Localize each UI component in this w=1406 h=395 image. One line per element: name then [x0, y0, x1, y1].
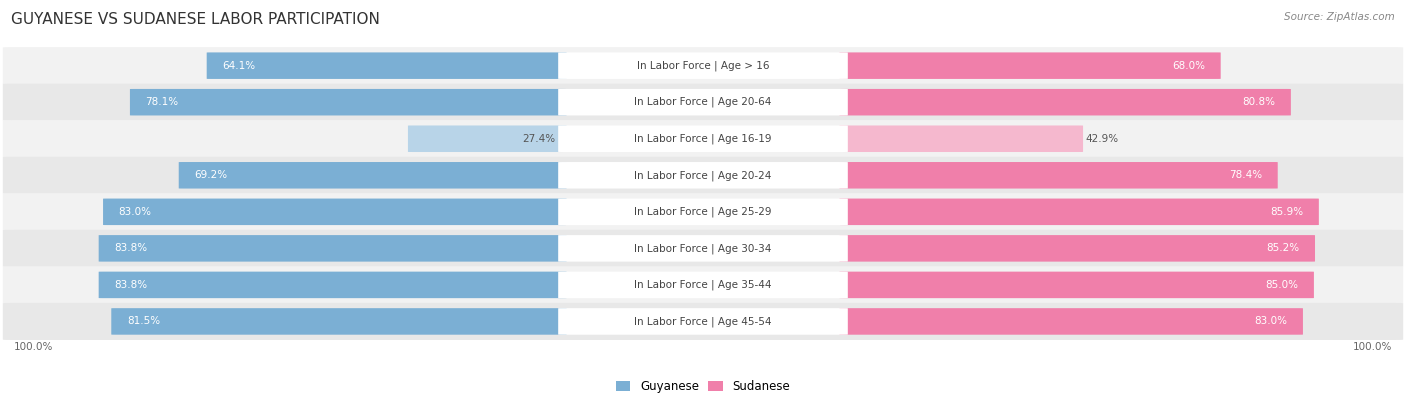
FancyBboxPatch shape: [3, 120, 1403, 157]
FancyBboxPatch shape: [103, 199, 567, 225]
FancyBboxPatch shape: [179, 162, 567, 188]
Text: 100.0%: 100.0%: [1353, 342, 1392, 352]
FancyBboxPatch shape: [3, 303, 1403, 340]
Text: Source: ZipAtlas.com: Source: ZipAtlas.com: [1284, 12, 1395, 22]
FancyBboxPatch shape: [839, 89, 1291, 115]
Text: 81.5%: 81.5%: [127, 316, 160, 326]
FancyBboxPatch shape: [111, 308, 567, 335]
FancyBboxPatch shape: [558, 126, 848, 152]
FancyBboxPatch shape: [839, 272, 1313, 298]
FancyBboxPatch shape: [558, 53, 848, 79]
Text: In Labor Force | Age > 16: In Labor Force | Age > 16: [637, 60, 769, 71]
Text: 85.9%: 85.9%: [1270, 207, 1303, 217]
FancyBboxPatch shape: [558, 272, 848, 298]
Text: In Labor Force | Age 45-54: In Labor Force | Age 45-54: [634, 316, 772, 327]
Text: 68.0%: 68.0%: [1173, 61, 1205, 71]
FancyBboxPatch shape: [98, 235, 567, 261]
FancyBboxPatch shape: [3, 230, 1403, 267]
Text: 83.8%: 83.8%: [114, 280, 148, 290]
FancyBboxPatch shape: [3, 157, 1403, 194]
Text: 80.8%: 80.8%: [1243, 97, 1275, 107]
FancyBboxPatch shape: [408, 126, 567, 152]
Text: In Labor Force | Age 20-24: In Labor Force | Age 20-24: [634, 170, 772, 181]
FancyBboxPatch shape: [98, 272, 567, 298]
Text: 64.1%: 64.1%: [222, 61, 256, 71]
FancyBboxPatch shape: [558, 235, 848, 261]
FancyBboxPatch shape: [129, 89, 567, 115]
Text: In Labor Force | Age 16-19: In Labor Force | Age 16-19: [634, 134, 772, 144]
FancyBboxPatch shape: [558, 308, 848, 335]
FancyBboxPatch shape: [839, 162, 1278, 188]
FancyBboxPatch shape: [3, 84, 1403, 121]
FancyBboxPatch shape: [839, 199, 1319, 225]
FancyBboxPatch shape: [3, 47, 1403, 84]
Text: 83.0%: 83.0%: [1254, 316, 1288, 326]
Text: 100.0%: 100.0%: [14, 342, 53, 352]
FancyBboxPatch shape: [3, 193, 1403, 230]
Text: 85.0%: 85.0%: [1265, 280, 1299, 290]
Text: 69.2%: 69.2%: [194, 170, 228, 180]
FancyBboxPatch shape: [839, 235, 1315, 261]
Text: 27.4%: 27.4%: [522, 134, 555, 144]
Legend: Guyanese, Sudanese: Guyanese, Sudanese: [612, 376, 794, 395]
Text: 85.2%: 85.2%: [1267, 243, 1299, 253]
FancyBboxPatch shape: [839, 53, 1220, 79]
FancyBboxPatch shape: [3, 266, 1403, 303]
Text: 83.0%: 83.0%: [118, 207, 152, 217]
FancyBboxPatch shape: [839, 126, 1083, 152]
Text: 78.4%: 78.4%: [1229, 170, 1263, 180]
Text: In Labor Force | Age 25-29: In Labor Force | Age 25-29: [634, 207, 772, 217]
FancyBboxPatch shape: [839, 308, 1303, 335]
Text: In Labor Force | Age 35-44: In Labor Force | Age 35-44: [634, 280, 772, 290]
FancyBboxPatch shape: [558, 89, 848, 115]
Text: 42.9%: 42.9%: [1085, 134, 1119, 144]
FancyBboxPatch shape: [207, 53, 567, 79]
Text: 83.8%: 83.8%: [114, 243, 148, 253]
Text: GUYANESE VS SUDANESE LABOR PARTICIPATION: GUYANESE VS SUDANESE LABOR PARTICIPATION: [11, 12, 380, 27]
Text: In Labor Force | Age 20-64: In Labor Force | Age 20-64: [634, 97, 772, 107]
FancyBboxPatch shape: [558, 199, 848, 225]
Text: 78.1%: 78.1%: [145, 97, 179, 107]
FancyBboxPatch shape: [558, 162, 848, 188]
Text: In Labor Force | Age 30-34: In Labor Force | Age 30-34: [634, 243, 772, 254]
